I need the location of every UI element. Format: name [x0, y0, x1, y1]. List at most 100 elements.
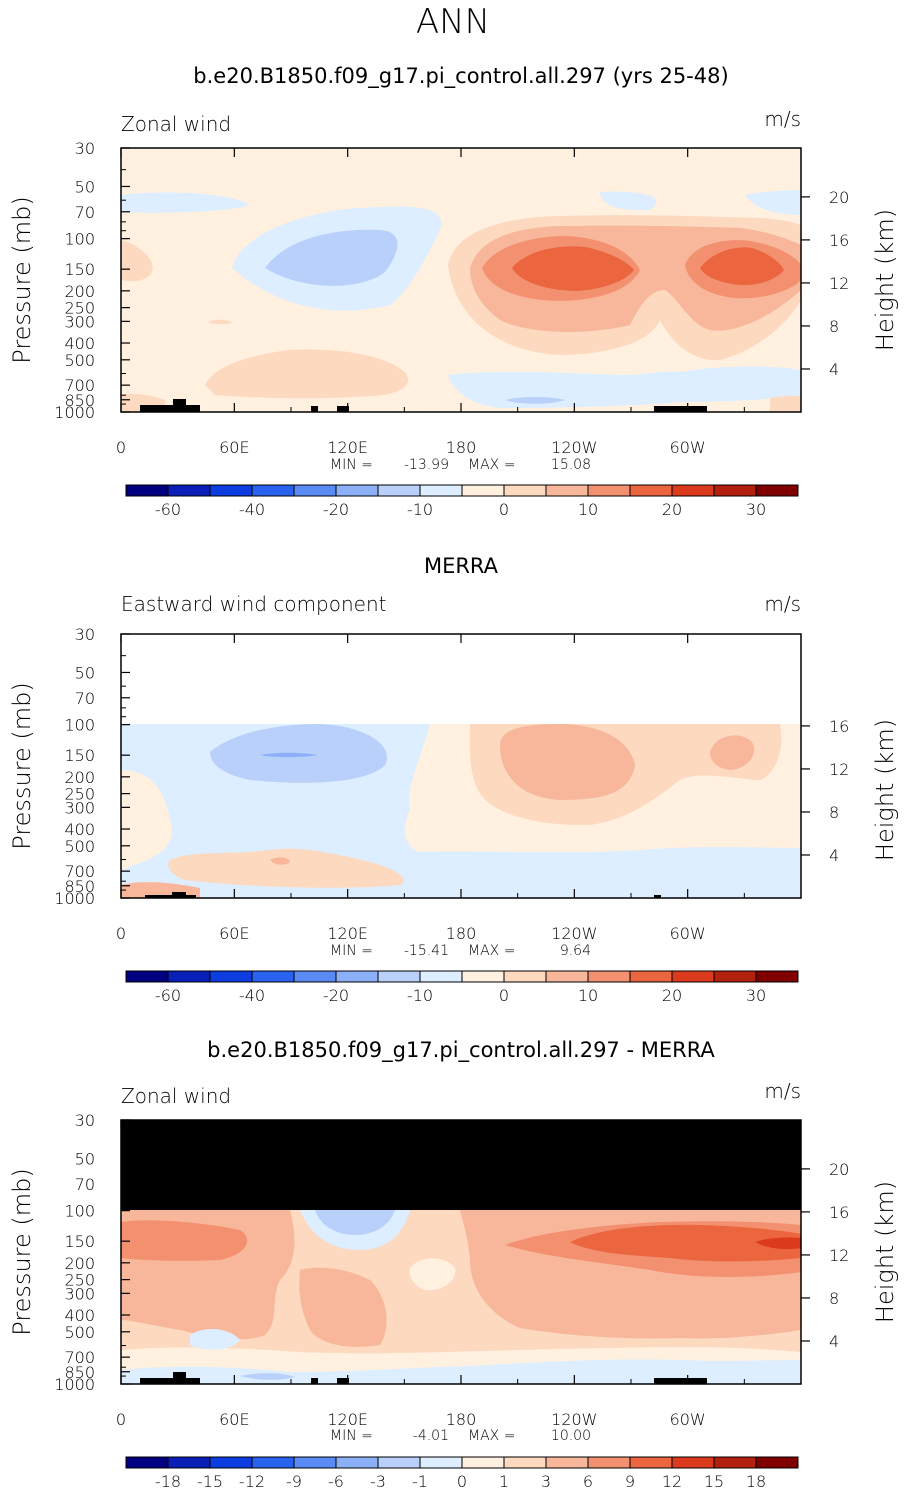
y-tick-label: 50 — [75, 1149, 95, 1168]
colorbar-box — [335, 484, 379, 497]
colorbar-label: -60 — [155, 500, 181, 519]
colorbar-box — [587, 484, 631, 497]
x-tick-label: 60W — [670, 1410, 706, 1429]
units-label: m/s — [764, 1079, 801, 1103]
contour-pos-west-lower — [168, 848, 404, 888]
colorbar-box — [671, 1456, 715, 1469]
y2-tick-label: 20 — [829, 1160, 849, 1179]
contour-9-12-east — [570, 1224, 801, 1262]
y-tick-label: 100 — [64, 1202, 95, 1221]
y-tick-label: 100 — [64, 716, 95, 735]
y-tick-label: 150 — [64, 260, 95, 279]
contour-neg-lower-core — [240, 1373, 295, 1380]
colorbar-label: 20 — [662, 986, 682, 1005]
colorbar: -60 -40 -20 -10 0 10 20 30 — [125, 970, 799, 1005]
y-tick-label: 850 — [64, 1363, 95, 1382]
colorbar-box — [545, 1456, 589, 1469]
x-tick-label: 180 — [446, 438, 477, 457]
contour-pos-surface-east — [770, 395, 801, 412]
y2-axis-title: Height (km) — [871, 719, 899, 861]
y-tick-label: 200 — [64, 768, 95, 787]
colorbar-box — [251, 1456, 295, 1469]
colorbar-box — [545, 970, 589, 983]
units-label: m/s — [764, 592, 801, 616]
colorbar-box — [377, 1456, 421, 1469]
contour-pos-west — [121, 240, 153, 282]
colorbar-label: -12 — [239, 1472, 265, 1491]
y-tick-label: 1000 — [54, 1375, 95, 1394]
x-tick-label: 120E — [327, 924, 368, 943]
x-tick-label: 120E — [327, 438, 368, 457]
height-axis: 20 16 12 8 4 — [801, 1160, 849, 1351]
y2-axis-title: Height (km) — [871, 1181, 899, 1323]
y-tick-label: 30 — [75, 625, 95, 644]
colorbar-box — [209, 970, 253, 983]
colorbar-label: -18 — [155, 1472, 181, 1491]
y2-tick-label: 16 — [829, 1203, 849, 1222]
max-label: MAX = — [468, 457, 515, 473]
colorbar: -18 -15 -12 -9 -6 -3 -1 0 1 3 6 9 12 15 18 — [125, 1456, 799, 1491]
x-tick-label: 0 — [116, 924, 126, 943]
colorbar-box — [461, 484, 505, 497]
colorbar-label: 1 — [499, 1472, 509, 1491]
colorbar-box — [587, 970, 631, 983]
colorbar-box — [503, 970, 547, 983]
contour-neg-upper — [121, 192, 250, 213]
y2-axis-title: Height (km) — [871, 209, 899, 351]
colorbar-box — [755, 970, 799, 983]
panel-title: b.e20.B1850.f09_g17.pi_control.all.297 (… — [193, 64, 728, 89]
colorbar-label: -20 — [323, 500, 349, 519]
y2-tick-label: 12 — [829, 274, 849, 293]
min-value: -4.01 — [413, 1428, 449, 1444]
colorbar-box — [251, 970, 295, 983]
panel-title: b.e20.B1850.f09_g17.pi_control.all.297 -… — [207, 1038, 715, 1063]
panel-merra: MERRA Eastward wind component m/s 30 50 70… — [8, 554, 899, 1005]
colorbar-box — [503, 484, 547, 497]
y-tick-label: 300 — [64, 1284, 95, 1303]
max-label: MAX = — [468, 943, 515, 959]
colorbar-label: 15 — [704, 1472, 724, 1491]
colorbar-label: 0 — [499, 986, 509, 1005]
y-tick-label: 1000 — [54, 403, 95, 422]
colorbar-box — [293, 484, 337, 497]
y2-tick-label: 16 — [829, 231, 849, 250]
colorbar-label: 12 — [662, 1472, 682, 1491]
y-tick-label: 70 — [75, 1175, 95, 1194]
y-tick-label: 500 — [64, 837, 95, 856]
x-tick-label: 180 — [446, 1410, 477, 1429]
colorbar-box — [503, 1456, 547, 1469]
y2-tick-label: 12 — [829, 1246, 849, 1265]
contour-neg-core-2 — [260, 752, 318, 758]
y-axis-title: Pressure (mb) — [8, 1168, 36, 1335]
colorbar-box — [125, 970, 169, 983]
colorbar-box — [671, 970, 715, 983]
contour-field — [121, 1120, 801, 1384]
height-axis: 16 12 8 4 — [801, 717, 849, 865]
colorbar-label: 30 — [746, 500, 766, 519]
missing-region — [121, 634, 801, 724]
contour-pos-east-3 — [710, 735, 755, 770]
y-tick-label: 150 — [64, 746, 95, 765]
colorbar-box — [461, 1456, 505, 1469]
colorbar-label: 20 — [662, 500, 682, 519]
y-tick-label: 250 — [64, 1271, 95, 1290]
y-tick-label: 700 — [64, 1348, 95, 1367]
x-tick-label: 60E — [219, 924, 249, 943]
x-tick-label: 60E — [219, 438, 249, 457]
colorbar-box — [713, 970, 757, 983]
contour-pos-east-4 — [512, 246, 634, 291]
y-tick-label: 300 — [64, 312, 95, 331]
colorbar-box — [125, 1456, 169, 1469]
colorbar-label: 10 — [578, 986, 598, 1005]
y-tick-label: 30 — [75, 139, 95, 158]
colorbar-box — [293, 970, 337, 983]
colorbar-box — [335, 970, 379, 983]
contour-neg-upper3 — [745, 190, 801, 215]
colorbar-label: 30 — [746, 986, 766, 1005]
x-tick-label: 120W — [551, 924, 597, 943]
y-axis-title: Pressure (mb) — [8, 196, 36, 363]
y-tick-label: 150 — [64, 1232, 95, 1251]
contour-neg-lower-west — [190, 1328, 240, 1350]
